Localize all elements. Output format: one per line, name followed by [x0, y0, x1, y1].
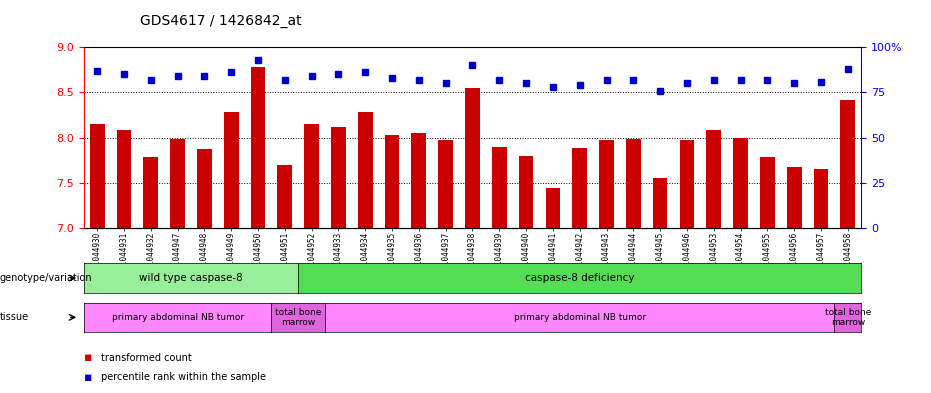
Text: GDS4617 / 1426842_at: GDS4617 / 1426842_at: [140, 14, 302, 28]
Text: caspase-8 deficiency: caspase-8 deficiency: [525, 273, 634, 283]
Bar: [439, 140, 453, 228]
Bar: [223, 112, 238, 228]
Text: primary abdominal NB tumor: primary abdominal NB tumor: [514, 313, 646, 322]
Bar: [143, 158, 158, 228]
Bar: [546, 188, 560, 228]
Bar: [814, 169, 829, 228]
Bar: [707, 130, 722, 228]
Bar: [573, 149, 587, 228]
Text: genotype/variation: genotype/variation: [0, 273, 92, 283]
Text: total bone
marrow: total bone marrow: [825, 308, 871, 327]
Text: tissue: tissue: [0, 312, 29, 322]
Bar: [466, 88, 479, 228]
Text: percentile rank within the sample: percentile rank within the sample: [101, 372, 265, 382]
Bar: [358, 112, 372, 228]
Bar: [412, 133, 426, 228]
Bar: [519, 156, 533, 228]
Bar: [734, 138, 748, 228]
Bar: [385, 135, 399, 228]
Bar: [331, 127, 345, 228]
Bar: [277, 165, 292, 228]
Bar: [653, 178, 668, 228]
Bar: [250, 67, 265, 228]
Bar: [626, 140, 641, 228]
Text: transformed count: transformed count: [101, 353, 191, 363]
Bar: [787, 167, 802, 228]
Bar: [680, 140, 695, 228]
Text: wild type caspase-8: wild type caspase-8: [139, 273, 243, 283]
Text: ▪: ▪: [84, 351, 92, 364]
Bar: [492, 147, 506, 228]
Text: primary abdominal NB tumor: primary abdominal NB tumor: [112, 313, 244, 322]
Bar: [197, 149, 211, 228]
Bar: [89, 124, 104, 228]
Bar: [170, 140, 185, 228]
Bar: [760, 158, 775, 228]
Bar: [116, 130, 131, 228]
Bar: [600, 140, 614, 228]
Text: total bone
marrow: total bone marrow: [275, 308, 321, 327]
Text: ▪: ▪: [84, 371, 92, 384]
Bar: [304, 124, 319, 228]
Bar: [841, 99, 856, 228]
